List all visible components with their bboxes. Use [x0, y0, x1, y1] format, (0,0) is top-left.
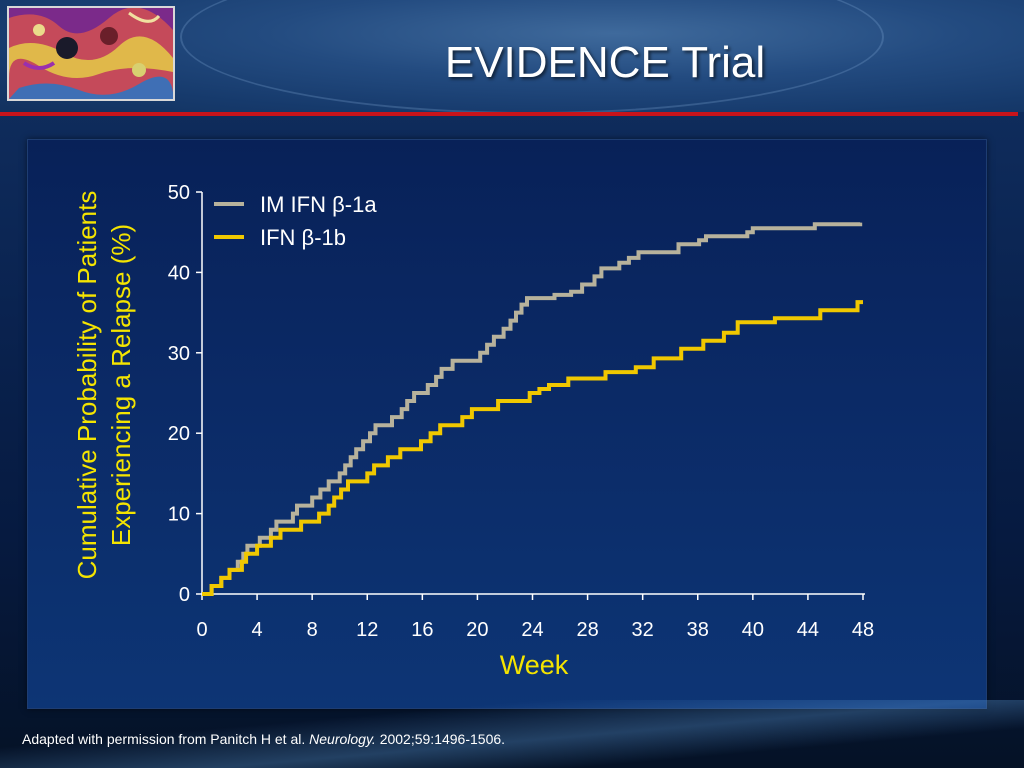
x-tick-label: 28	[576, 619, 598, 641]
footnote-suffix: 2002;59:1496-1506.	[375, 731, 506, 747]
slide-title: EVIDENCE Trial	[444, 38, 766, 87]
citation-footnote: Adapted with permission from Panitch H e…	[22, 731, 505, 747]
y-axis-title-line-1: Cumulative Probability of Patients	[72, 190, 102, 580]
x-tick-label: 16	[411, 619, 433, 641]
footnote-prefix: Adapted with permission from Panitch H e…	[22, 731, 310, 747]
y-tick-label: 10	[168, 504, 190, 526]
title-divider-line	[0, 112, 1018, 116]
x-axis-title: Week	[499, 650, 569, 680]
legend-label-im-ifn-beta-1a: IM IFN β-1a	[260, 192, 377, 217]
bottom-light-streak	[0, 700, 1024, 768]
y-tick-label: 0	[179, 584, 190, 606]
x-tick-label: 44	[797, 619, 819, 641]
y-axis-title-line-2: Experiencing a Relapse (%)	[106, 223, 136, 547]
y-tick-label: 30	[168, 343, 190, 365]
histology-thumbnail-image	[7, 6, 175, 101]
y-axis-title: Cumulative Probability of Patients Exper…	[70, 150, 138, 620]
chart-panel	[27, 139, 987, 709]
x-tick-label: 32	[632, 619, 654, 641]
x-tick-label: 8	[307, 619, 318, 641]
y-tick-label: 40	[168, 262, 190, 284]
x-tick-label: 48	[852, 619, 874, 641]
x-tick-label: 12	[356, 619, 378, 641]
x-tick-label: 4	[252, 619, 263, 641]
footnote-journal: Neurology.	[309, 731, 376, 747]
series-line-im-ifn-beta-1a	[202, 222, 863, 596]
x-tick-label: 0	[196, 619, 207, 641]
y-tick-label: 50	[168, 182, 190, 204]
x-tick-label: 20	[466, 619, 488, 641]
series-line-ifn-beta-1b	[202, 300, 863, 596]
x-tick-label: 24	[521, 619, 543, 641]
legend-label-ifn-beta-1b: IFN β-1b	[260, 225, 346, 250]
x-tick-label: 40	[742, 619, 764, 641]
x-tick-label: 38	[687, 619, 709, 641]
y-tick-label: 20	[168, 423, 190, 445]
